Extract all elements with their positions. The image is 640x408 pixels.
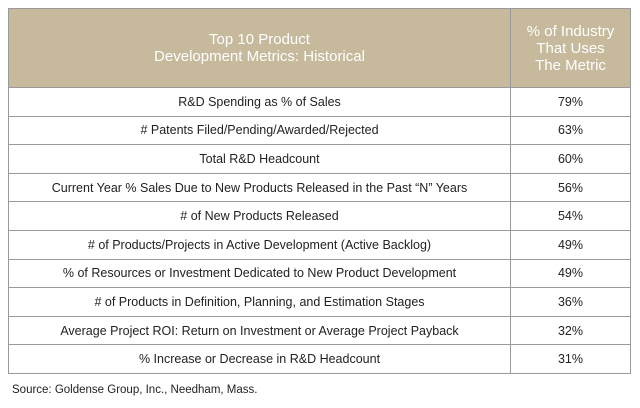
metric-cell: # Patents Filed/Pending/Awarded/Rejected: [8, 115, 511, 146]
table-row: # of Products/Projects in Active Develop…: [8, 229, 631, 260]
percent-cell: 36%: [510, 287, 631, 317]
table-row: Current Year % Sales Due to New Products…: [8, 172, 631, 203]
metric-cell: Average Project ROI: Return on Investmen…: [8, 315, 511, 346]
percent-cell: 31%: [510, 344, 631, 374]
header-cell: Top 10 Product Development Metrics: Hist…: [8, 8, 511, 88]
table-row: Total R&D Headcount 60%: [8, 144, 631, 174]
table-body: R&D Spending as % of Sales 79% # Patents F…: [8, 87, 631, 374]
header-cell: % of Industry That Uses The Metric: [510, 8, 631, 88]
metric-cell: # of New Products Released: [8, 201, 511, 231]
table-row: # of Products in Definition, Planning, a…: [8, 287, 631, 317]
table-container: Top 10 Product Development Metrics: Hist…: [8, 8, 631, 374]
percent-cell: 79%: [510, 87, 631, 117]
metric-cell: % of Resources or Investment Dedicated t…: [8, 258, 511, 289]
percent-cell: 60%: [510, 144, 631, 174]
table-row: # of New Products Released 54%: [8, 201, 631, 231]
metric-cell: Total R&D Headcount: [8, 144, 511, 174]
percent-cell: 54%: [510, 201, 631, 231]
metric-cell: % Increase or Decrease in R&D Headcount: [8, 344, 511, 374]
percent-cell: 49%: [510, 229, 631, 260]
metric-cell: # of Products/Projects in Active Develop…: [8, 229, 511, 260]
percent-cell: 56%: [510, 172, 631, 203]
table-row: R&D Spending as % of Sales 79%: [8, 87, 631, 117]
percent-cell: 63%: [510, 115, 631, 146]
table-head: Top 10 Product Development Metrics: Hist…: [8, 8, 631, 88]
metric-cell: R&D Spending as % of Sales: [8, 87, 511, 117]
metrics-table: Top 10 Product Development Metrics: Hist…: [8, 8, 631, 374]
percent-cell: 49%: [510, 258, 631, 289]
metric-cell: Current Year % Sales Due to New Products…: [8, 172, 511, 203]
table-row: % Increase or Decrease in R&D Headcount 3…: [8, 344, 631, 374]
table-row: Average Project ROI: Return on Investmen…: [8, 315, 631, 346]
table-row: % of Resources or Investment Dedicated t…: [8, 258, 631, 289]
metric-cell: # of Products in Definition, Planning, a…: [8, 287, 511, 317]
table-row: # Patents Filed/Pending/Awarded/Rejected…: [8, 115, 631, 146]
header-row: Top 10 Product Development Metrics: Hist…: [8, 8, 631, 88]
percent-cell: 32%: [510, 315, 631, 346]
source-note: Source: Goldense Group, Inc., Needham, M…: [12, 384, 258, 396]
